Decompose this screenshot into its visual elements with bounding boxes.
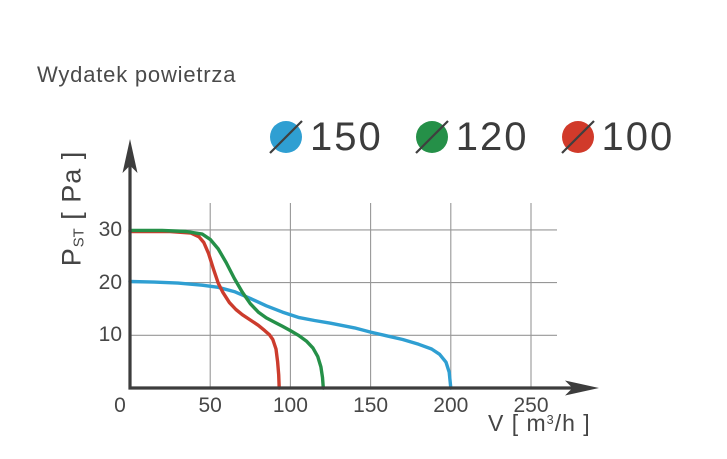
legend-label-120: 120	[455, 115, 529, 159]
legend-label-100: 100	[601, 115, 675, 159]
x-tick-label-250: 250	[513, 394, 549, 417]
legend-label-150: 150	[310, 115, 383, 159]
x-tick-label-50: 50	[198, 394, 222, 417]
chart-title: Wydatek powietrza	[37, 62, 237, 87]
x-tick-label-150: 150	[353, 394, 389, 417]
y-tick-label-30: 30	[98, 217, 122, 241]
legend: 150 120 100	[265, 116, 674, 158]
x-axis-arrow-icon	[565, 380, 599, 396]
curve-120	[128, 228, 325, 390]
curve-150	[128, 279, 453, 390]
x-tick-label-200: 200	[433, 394, 469, 417]
x-axis-label: V [ m3/h ]	[488, 410, 591, 436]
legend-item-100: 100	[557, 116, 675, 158]
gridlines	[130, 203, 557, 388]
diameter-circle-icon	[269, 120, 303, 154]
y-axis-arrow-icon	[122, 139, 138, 173]
legend-item-150: 150	[265, 116, 383, 158]
diameter-circle-icon	[560, 120, 595, 154]
y-tick-label-20: 20	[98, 270, 122, 294]
y-tick-label-10: 10	[98, 323, 122, 347]
curve-100	[128, 229, 281, 390]
x-tick-label-100: 100	[272, 394, 308, 417]
legend-item-120: 120	[411, 116, 529, 158]
x-tick-label-0: 0	[114, 394, 126, 417]
diameter-circle-icon	[414, 120, 449, 154]
curves	[128, 228, 453, 390]
